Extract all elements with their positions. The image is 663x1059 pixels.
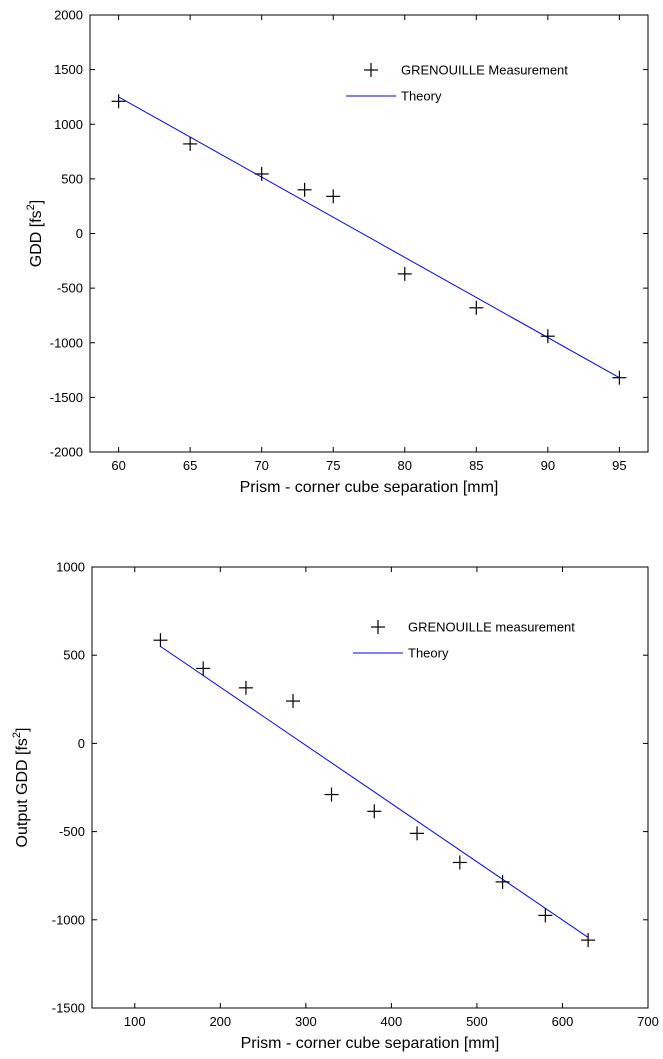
x-tick-label: 500: [466, 1014, 488, 1029]
x-tick-label: 300: [295, 1014, 317, 1029]
measurement-point: [254, 166, 269, 181]
x-tick-label: 90: [541, 458, 555, 473]
y-axis-label-end: ]: [28, 200, 45, 204]
x-tick-label: 70: [254, 458, 268, 473]
x-tick-label: 200: [209, 1014, 231, 1029]
x-tick-label: 60: [111, 458, 125, 473]
x-axis-label: Prism - corner cube separation [mm]: [241, 1035, 500, 1052]
measurement-point: [238, 680, 253, 695]
legend-label: Theory: [408, 646, 449, 661]
y-tick-label: 2000: [54, 8, 83, 23]
y-tick-label: 500: [61, 171, 83, 186]
x-tick-label: 700: [637, 1014, 659, 1029]
y-axis-label-end: ]: [14, 728, 31, 732]
y-tick-label: -1000: [50, 335, 83, 350]
y-axis-label-superscript: 2: [25, 204, 37, 210]
measurement-point: [367, 804, 382, 819]
x-tick-label: 400: [381, 1014, 403, 1029]
y-tick-label: 1000: [54, 117, 83, 132]
y-tick-label: -1500: [52, 1001, 85, 1016]
theory-line: [118, 96, 620, 379]
chart-1: 60 65 70 75 80 85 90 95 -2000 -1500 -1000 -500 0 500 1…: [25, 8, 649, 496]
measurement-point: [111, 94, 126, 109]
y-tick-label: 1500: [54, 62, 83, 77]
measurement-point: [612, 370, 627, 385]
measurement-point: [538, 908, 553, 923]
x-tick-label: 600: [552, 1014, 574, 1029]
measurement-point: [286, 694, 301, 709]
plot-frame: [91, 566, 649, 1009]
measurement-point: [397, 266, 412, 281]
legend-label: GRENOUILLE measurement: [408, 620, 575, 635]
y-tick-label: -500: [57, 281, 83, 296]
theory-line: [160, 645, 589, 938]
measurement-point: [326, 189, 341, 204]
y-tick-label: -1000: [52, 912, 85, 927]
legend-label: Theory: [401, 89, 442, 104]
measurement-point: [452, 855, 467, 870]
y-tick-label: -2000: [50, 445, 83, 460]
y-tick-label: 0: [76, 226, 83, 241]
y-tick-label: 500: [63, 648, 85, 663]
y-axis-label: GDD [fs2]: [25, 200, 45, 267]
measurement-point: [196, 661, 211, 676]
measurement-point: [495, 874, 510, 889]
measurement-point: [540, 329, 555, 344]
x-tick-label: 80: [398, 458, 412, 473]
legend-label: GRENOUILLE Measurement: [401, 63, 568, 78]
measurement-point: [581, 933, 596, 948]
measurement-point: [324, 787, 339, 802]
x-tick-label: 95: [612, 458, 626, 473]
chart-2: 100 200 300 400 500 600 700 -1500 -1000 -500 0 500 1…: [11, 560, 659, 1053]
x-tick-label: 100: [124, 1014, 146, 1029]
y-axis-label: Output GDD [fs2]: [11, 728, 31, 848]
x-tick-label: 85: [469, 458, 483, 473]
y-tick-label: -500: [59, 824, 85, 839]
y-tick-label: 1000: [56, 560, 85, 575]
x-tick-label: 75: [326, 458, 340, 473]
x-tick-label: 65: [183, 458, 197, 473]
y-tick-label: 0: [78, 736, 85, 751]
measurement-point: [297, 182, 312, 197]
measurement-point: [153, 633, 168, 648]
x-axis-label: Prism - corner cube separation [mm]: [240, 479, 499, 496]
measurement-point: [410, 826, 425, 841]
plot-frame: [89, 14, 649, 453]
y-tick-label: -1500: [50, 390, 83, 405]
y-axis-label-superscript: 2: [11, 732, 23, 738]
measurement-point: [469, 300, 484, 315]
y-axis-label-main: GDD [fs: [28, 210, 45, 267]
y-axis-label-main: Output GDD [fs: [14, 738, 31, 847]
measurement-point: [183, 136, 198, 151]
